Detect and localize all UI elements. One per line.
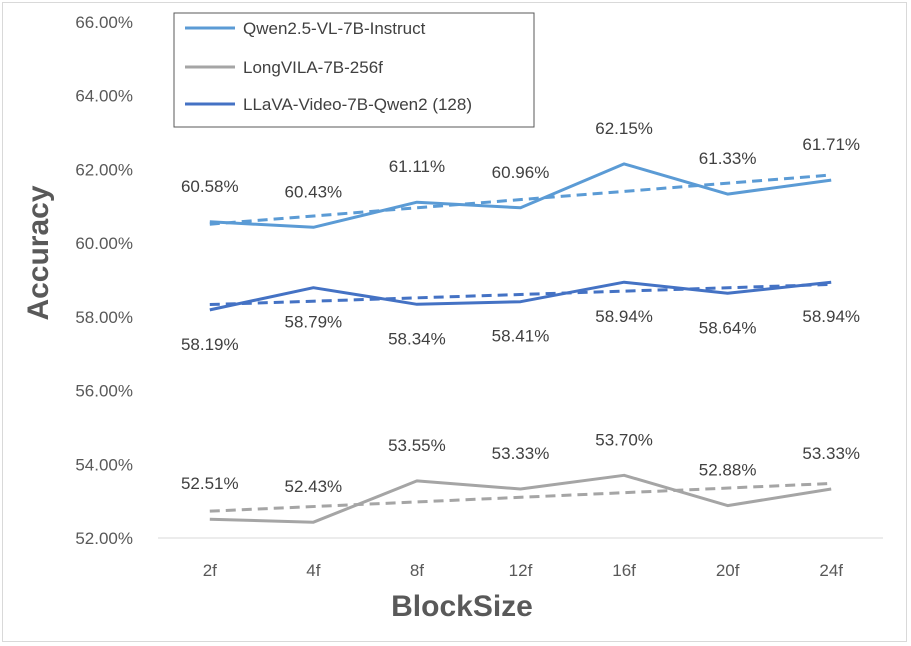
- trendline-llava: [209, 282, 832, 307]
- x-tick-label: 24f: [819, 561, 843, 580]
- data-label-qwen25: 61.33%: [699, 149, 757, 168]
- y-tick-label: 62.00%: [75, 160, 133, 179]
- data-label-longvila: 53.33%: [492, 444, 550, 463]
- data-label-llava: 58.64%: [699, 318, 757, 337]
- series-lines: [209, 162, 832, 524]
- data-label-qwen25: 60.96%: [492, 163, 550, 182]
- data-label-longvila: 52.51%: [181, 474, 239, 493]
- data-label-longvila: 53.33%: [802, 444, 860, 463]
- y-tick-label: 58.00%: [75, 308, 133, 327]
- y-tick-label: 64.00%: [75, 87, 133, 106]
- data-label-qwen25: 61.11%: [389, 157, 445, 176]
- data-label-longvila: 53.70%: [595, 430, 653, 449]
- y-tick-label: 56.00%: [75, 382, 133, 401]
- x-axis-title: BlockSize: [391, 590, 533, 623]
- data-label-qwen25: 60.58%: [181, 177, 239, 196]
- legend-label-llava: LLaVA-Video-7B-Qwen2 (128): [243, 95, 472, 114]
- data-label-llava: 58.34%: [388, 329, 446, 348]
- y-tick-label: 66.00%: [75, 13, 133, 32]
- data-label-longvila: 53.55%: [388, 436, 446, 455]
- data-label-longvila: 52.88%: [699, 461, 757, 480]
- x-tick-label: 2f: [203, 561, 217, 580]
- trendline-qwen25: [209, 173, 832, 226]
- y-axis-title: Accuracy: [22, 185, 55, 320]
- data-labels: 60.58% 60.43% 61.11% 60.96% 62.15% 61.33% 61.7…: [181, 119, 860, 496]
- y-tick-label: 52.00%: [75, 529, 133, 548]
- trendline-longvila: [209, 481, 832, 513]
- legend-label-longvila: LongVILA-7B-256f: [243, 58, 383, 77]
- x-tick-label: 4f: [306, 561, 320, 580]
- data-label-qwen25: 62.15%: [595, 119, 653, 138]
- trendlines: [209, 173, 832, 513]
- x-tick-label: 16f: [612, 561, 636, 580]
- x-tick-label: 8f: [410, 561, 424, 580]
- data-label-qwen25: 60.43%: [285, 182, 343, 201]
- data-label-llava: 58.94%: [802, 307, 860, 326]
- legend-box: [173, 12, 535, 128]
- x-tick-label: 20f: [716, 561, 740, 580]
- data-label-longvila: 52.43%: [285, 477, 343, 496]
- data-label-qwen25: 61.71%: [802, 135, 860, 154]
- data-label-llava: 58.41%: [492, 327, 550, 346]
- y-axis-ticks: 52.00% 54.00% 56.00% 58.00% 60.00% 62.00% 64.0…: [75, 13, 133, 548]
- data-label-llava: 58.19%: [181, 335, 239, 354]
- series-line-llava: [209, 280, 832, 312]
- series-line-longvila: [209, 473, 832, 524]
- y-tick-label: 54.00%: [75, 455, 133, 474]
- x-tick-label: 12f: [509, 561, 533, 580]
- data-label-llava: 58.94%: [595, 307, 653, 326]
- series-line-qwen25: [209, 162, 832, 229]
- line-chart: 52.00% 54.00% 56.00% 58.00% 60.00% 62.00% 64.0…: [22, 12, 883, 623]
- x-axis-ticks: 2f 4f 8f 12f 16f 20f 24f: [203, 561, 844, 580]
- data-label-llava: 58.79%: [285, 313, 343, 332]
- legend: Qwen2.5-VL-7B-Instruct LongVILA-7B-256f …: [173, 12, 535, 128]
- legend-label-qwen: Qwen2.5-VL-7B-Instruct: [243, 19, 426, 38]
- y-tick-label: 60.00%: [75, 234, 133, 253]
